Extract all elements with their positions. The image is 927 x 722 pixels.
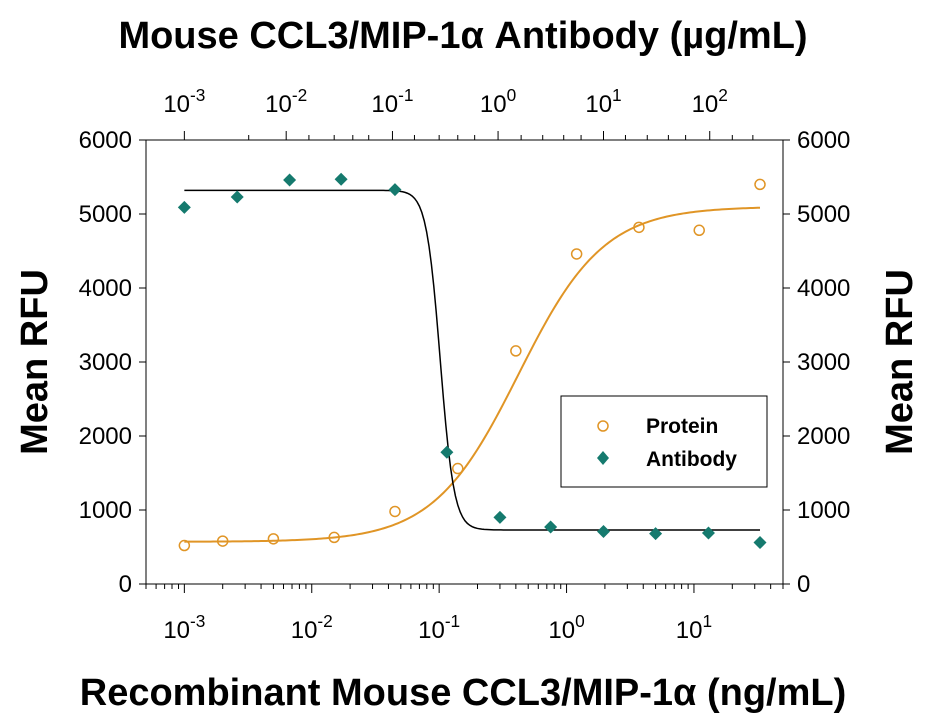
- antibody-point: [440, 445, 454, 459]
- y-tick-label-left: 1000: [79, 497, 132, 524]
- antibody-point: [388, 183, 402, 197]
- y-axis-title-right: Mean RFU: [879, 269, 921, 455]
- antibody-point: [283, 173, 297, 187]
- legend-box: [560, 395, 768, 488]
- protein-point: [389, 505, 401, 518]
- x-tick-label: 101: [676, 611, 712, 644]
- top-tick-label: 100: [480, 85, 516, 118]
- x-tick-label: 10-3: [163, 611, 205, 644]
- protein-point: [754, 178, 766, 191]
- y-tick-label-right: 5000: [797, 201, 850, 228]
- y-tick-label-left: 3000: [79, 349, 132, 376]
- x-tick-label: 10-1: [418, 611, 460, 644]
- antibody-point: [701, 526, 715, 540]
- legend: Protein Antibody: [560, 395, 768, 488]
- y-tick-label-right: 0: [797, 571, 810, 598]
- top-tick-label: 10-1: [371, 85, 413, 118]
- protein-point: [452, 462, 464, 475]
- legend-antibody-marker: [597, 451, 609, 465]
- y-tick-label-left: 0: [119, 571, 132, 598]
- x-tick-label: 100: [548, 611, 584, 644]
- antibody-point: [230, 190, 244, 204]
- chart-marks: 0 0 1000 1000 2000 2000 3000 3000 4000 4000 5000 50…: [79, 85, 851, 644]
- y-tick-label-left: 2000: [79, 423, 132, 450]
- y-axis-title-left: Mean RFU: [14, 269, 56, 455]
- antibody-point: [177, 200, 191, 214]
- y-tick-label-right: 3000: [797, 349, 850, 376]
- protein-point: [633, 221, 645, 234]
- protein-point: [693, 224, 705, 237]
- legend-protein-label: Protein: [646, 415, 718, 438]
- top-tick-label: 10-3: [163, 85, 205, 118]
- y-tick-label-right: 1000: [797, 497, 850, 524]
- protein-point: [216, 535, 229, 547]
- plot-area-frame: [145, 139, 784, 585]
- antibody-point: [649, 527, 663, 541]
- y-tick-label-left: 4000: [79, 275, 132, 302]
- protein-point: [267, 533, 280, 545]
- x-axis-title: Recombinant Mouse CCL3/MIP-1α (ng/mL): [80, 672, 847, 714]
- antibody-point: [493, 510, 507, 524]
- y-tick-label-left: 5000: [79, 201, 132, 228]
- protein-point: [178, 539, 191, 552]
- protein-point: [510, 345, 522, 357]
- top-axis-title: Mouse CCL3/MIP-1α Antibody (µg/mL): [118, 15, 807, 57]
- antibody-fit-curve: [184, 189, 761, 531]
- antibody-point: [334, 172, 348, 186]
- antibody-point: [544, 520, 558, 534]
- protein-point: [328, 531, 340, 544]
- legend-protein-marker: [597, 420, 609, 432]
- protein-fit-curve: [184, 206, 761, 543]
- y-tick-label-right: 4000: [797, 275, 850, 302]
- top-tick-label: 101: [585, 85, 621, 118]
- top-tick-label: 102: [692, 85, 728, 118]
- legend-antibody-label: Antibody: [646, 448, 737, 471]
- y-tick-label-left: 6000: [79, 127, 132, 154]
- y-tick-label-right: 6000: [797, 127, 850, 154]
- protein-point: [570, 248, 583, 260]
- antibody-point: [597, 524, 611, 538]
- x-tick-label: 10-2: [291, 611, 333, 644]
- y-tick-label-right: 2000: [797, 423, 850, 450]
- top-tick-label: 10-2: [265, 85, 307, 118]
- antibody-point: [753, 536, 767, 550]
